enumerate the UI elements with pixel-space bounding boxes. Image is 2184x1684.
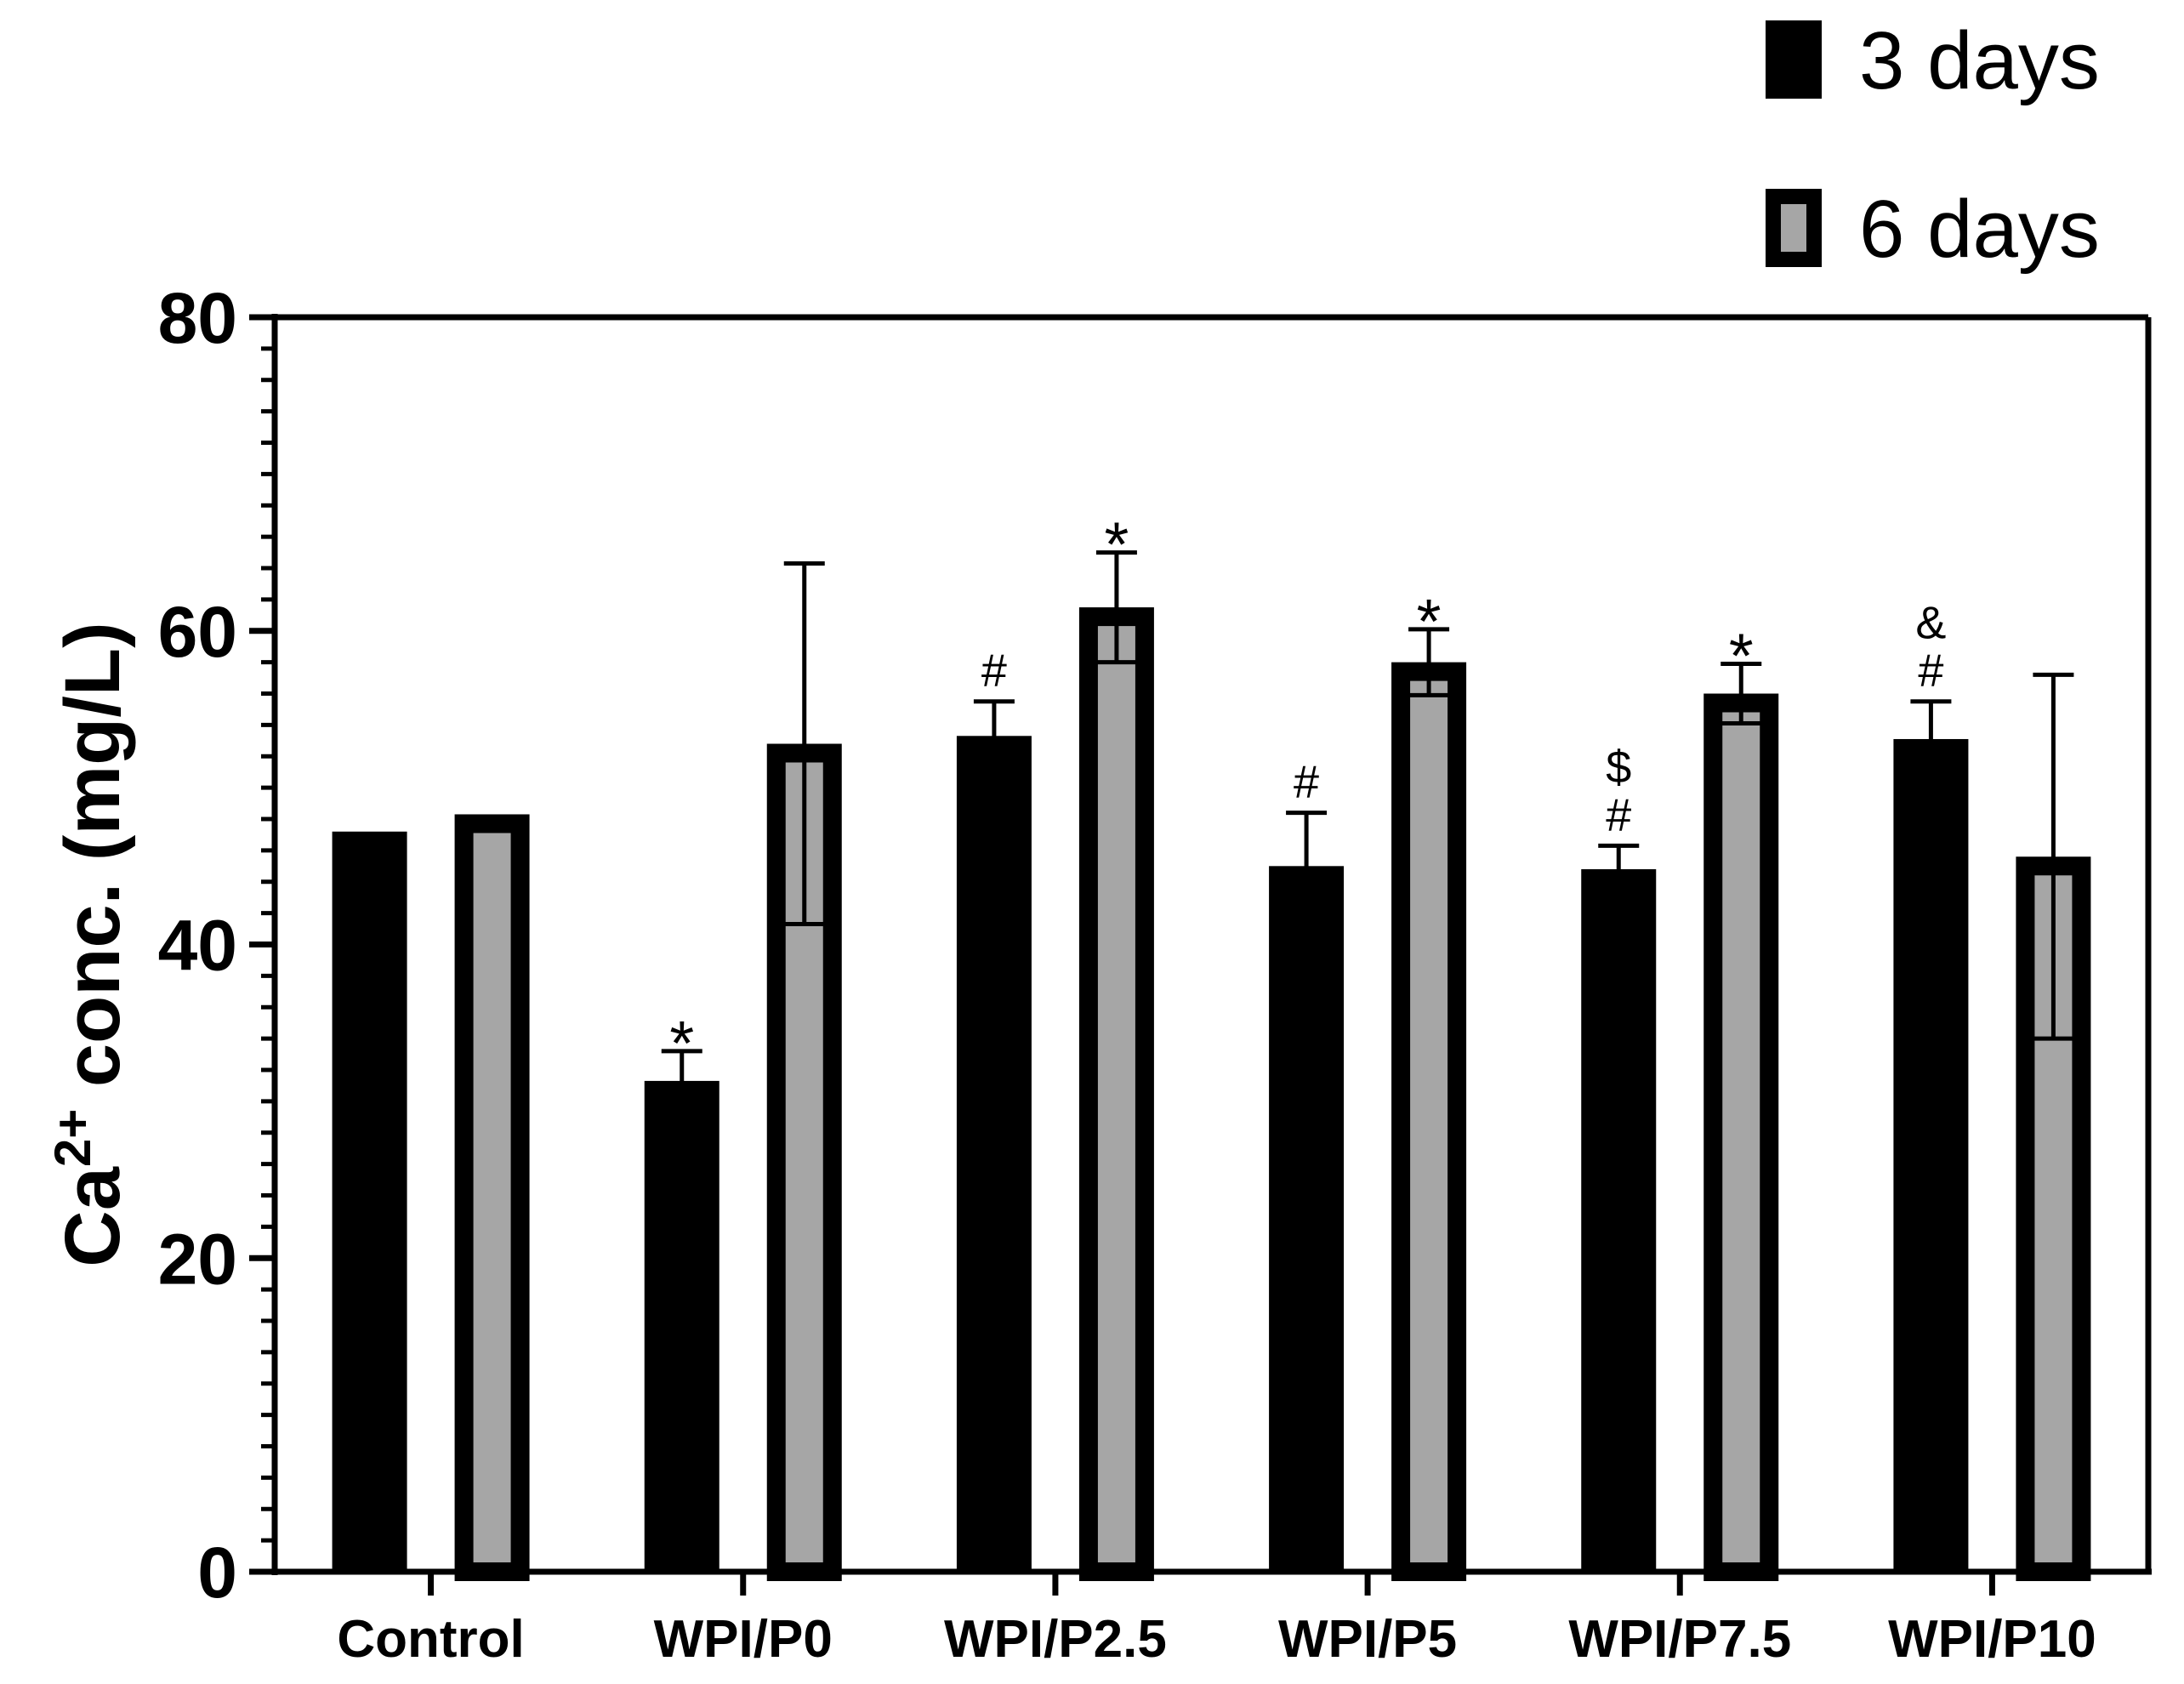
y-axis-label-superscript: 2+ [44,1109,101,1167]
legend-swatch-3-days [1766,20,1822,99]
annotation-WPI/P5-3-days: # [1294,757,1319,808]
y-axis-label: Ca2+ conc. (mg/L) [44,622,136,1266]
y-tick-label-0: 0 [197,1533,237,1613]
y-tick-label-20: 20 [158,1219,237,1299]
legend-label-6-days: 6 days [1859,184,2100,275]
y-axis-label-rest: conc. (mg/L) [49,622,136,1108]
y-axis-label-base: Ca [49,1166,136,1266]
annotation-WPI/P7.5-3-days: $ [1606,742,1631,793]
bar-3-days-WPI/P5 [1269,866,1345,1572]
legend: 3 days 6 days [1766,15,2100,275]
legend-entry-3-days: 3 days [1766,15,2100,106]
bars [332,607,2091,1581]
y-tick-label-40: 40 [158,906,237,986]
error-bars [661,550,2074,1113]
bar-6-days-WPI/P7.5 [1703,693,1779,1581]
annotation-WPI/P2.5-3-days: # [981,646,1007,697]
x-tick-label-WPI/P10: WPI/P10 [1888,1610,2096,1669]
x-tick-label-WPI/P5: WPI/P5 [1278,1610,1457,1669]
legend-swatch-6-days [1766,189,1822,267]
legend-entry-6-days: 6 days [1766,184,2100,275]
bar-3-days-Control [332,831,407,1572]
error-bar-3-days-WPI/P2.5 [973,699,1015,773]
error-bar-6-days-WPI/P7.5 [1720,661,1762,726]
bar-6-days-Control [454,814,530,1581]
legend-label-3-days: 3 days [1859,15,2100,106]
bar-3-days-WPI/P0 [644,1080,719,1572]
error-bar-6-days-WPI/P5 [1408,627,1450,697]
bar-3-days-WPI/P7.5 [1581,869,1657,1572]
error-bar-3-days-WPI/P0 [661,1049,702,1113]
bar-3-days-WPI/P10 [1893,738,1969,1572]
annotation-WPI/P10-3-days: & [1915,598,1946,649]
bar-6-days-WPI/P2.5 [1078,607,1154,1581]
y-axis-label-group: Ca2+ conc. (mg/L) [44,622,136,1266]
error-bar-3-days-WPI/P10 [1910,699,1952,779]
annotation-WPI/P10-3-days: # [1918,646,1943,697]
annotation-WPI/P7.5-6-days: * [1729,620,1754,691]
significance-annotations: *###$#&** * [669,509,1946,1078]
error-bar-6-days-WPI/P10 [2033,672,2074,1041]
plot-frame [275,314,2152,1572]
axes: 0 20 40 60 80 Control WPI/P0 WPI/P2.5 WPI/P5 WPI/… [158,278,2152,1669]
y-tick-label-80: 80 [158,278,237,358]
x-tick-label-WPI/P0: WPI/P0 [654,1610,833,1669]
x-tick-label-WPI/P7.5: WPI/P7.5 [1568,1610,1791,1669]
error-bar-3-days-WPI/P5 [1286,811,1328,922]
error-bar-3-days-WPI/P7.5 [1598,843,1640,896]
annotation-WPI/P2.5-6-days: * [1105,509,1129,580]
annotation-WPI/P7.5-3-days: # [1606,789,1631,840]
error-bar-6-days-WPI/P2.5 [1095,550,1137,665]
x-tick-label-Control: Control [337,1610,524,1669]
annotation-WPI/P5-6-days: * [1417,586,1442,657]
x-tick-label-WPI/P2.5: WPI/P2.5 [944,1610,1167,1669]
bar-3-days-WPI/P2.5 [956,736,1032,1572]
y-tick-label-60: 60 [158,592,237,672]
bar-6-days-WPI/P5 [1391,662,1467,1581]
error-bar-6-days-WPI/P0 [783,560,825,927]
annotation-WPI/P0-3-days: * [669,1008,694,1078]
